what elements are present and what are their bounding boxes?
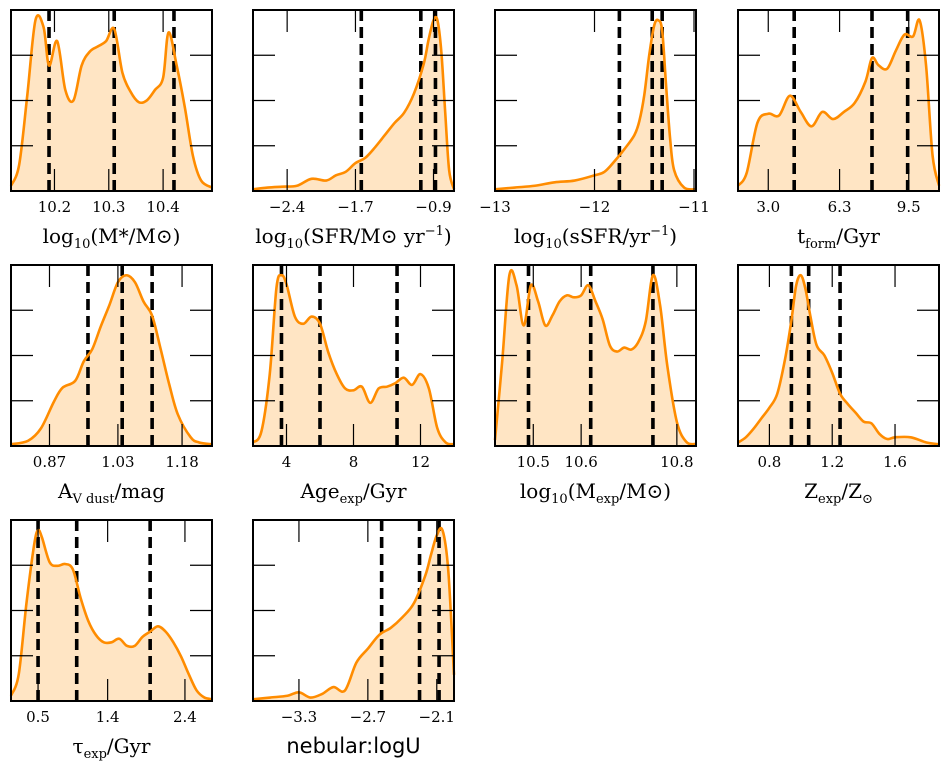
panel-10: −3.3 −2.7 −2.1 nebular:logU [252,519,456,758]
kde-fill-area [253,528,454,701]
kde-curve [9,14,213,189]
x-tick-label: 1.2 [820,453,844,471]
x-tick-label: 1.4 [96,708,120,726]
kde-fill-area [495,19,696,191]
panel-1: 10.2 10.3 10.4 log10(M*/M⊙) [9,9,213,252]
x-tick-label: 4 [282,453,292,471]
x-tick-label: 2.4 [173,708,197,726]
x-tick-label: 8 [349,453,359,471]
kde-curve [9,528,213,701]
x-tick-label: −12 [579,198,611,216]
kde-fill-area [11,275,212,446]
x-tick-label: −2.1 [419,708,455,726]
x-axis-label: tform/Gyr [797,224,880,252]
x-tick-label: 10.3 [92,198,125,216]
x-tick-label: −11 [678,198,710,216]
kde-curve [736,18,941,187]
kde-fill-area [738,19,939,191]
panel-2: −2.4 −1.7 −0.9 log10(SFR/M⊙ yr−1) [252,9,456,252]
kde-fill-area [11,529,212,701]
x-tick-label: −1.7 [337,198,373,216]
kde-fill-area [495,270,696,446]
kde-fill-area [253,17,454,191]
kde-curve [252,15,456,191]
x-tick-label: −3.3 [281,708,317,726]
x-tick-label: 9.5 [897,198,921,216]
x-axis-label: AV dust/mag [57,479,165,507]
x-axis-label: log10(sSFR/yr−1) [514,224,677,252]
panel-8: 0.8 1.2 1.6 Zexp/Z⊙ [737,264,940,507]
x-axis-label: log10(Mexp/M⊙) [520,479,671,507]
x-axis-label: Zexp/Z⊙ [804,479,873,507]
x-tick-label: 0.5 [26,708,50,726]
x-axis-label: nebular:logU [286,734,420,758]
x-tick-label: 10.8 [660,453,693,471]
x-axis-label: log10(M*/M⊙) [43,224,181,252]
kde-curve [251,273,455,446]
kde-curve [493,268,697,446]
x-axis-label: log10(SFR/M⊙ yr−1) [255,224,451,252]
x-tick-label: 6.3 [828,198,852,216]
x-tick-label: 1.6 [883,453,907,471]
kde-fill-area [738,275,939,446]
panel-6: 4 8 12 Ageexp/Gyr [251,264,455,507]
kde-fill-area [11,15,212,191]
kde-curve [737,273,940,446]
x-tick-label: −13 [479,198,511,216]
x-axis-label: τexp/Gyr [72,734,150,762]
x-tick-label: 1.03 [101,453,134,471]
x-tick-label: 10.2 [38,198,71,216]
x-tick-label: −2.7 [350,708,386,726]
x-tick-label: 0.87 [33,453,66,471]
x-tick-label: 3.0 [756,198,780,216]
kde-curve [494,18,697,191]
x-axis-label: Ageexp/Gyr [299,479,406,507]
x-tick-label: −2.4 [269,198,305,216]
panel-4: 3.0 6.3 9.5 tform/Gyr [736,9,941,252]
panel-7: 10.5 10.6 10.8 log10(Mexp/M⊙) [493,264,697,507]
x-tick-label: 0.8 [757,453,781,471]
x-tick-label: 12 [411,453,430,471]
x-tick-label: 1.18 [165,453,198,471]
x-tick-label: 10.5 [517,453,550,471]
panel-9: 0.5 1.4 2.4 τexp/Gyr [9,519,213,762]
x-tick-label: −0.9 [415,198,451,216]
kde-fill-area [253,275,454,446]
x-tick-label: 10.4 [146,198,179,216]
x-tick-label: 10.6 [564,453,597,471]
